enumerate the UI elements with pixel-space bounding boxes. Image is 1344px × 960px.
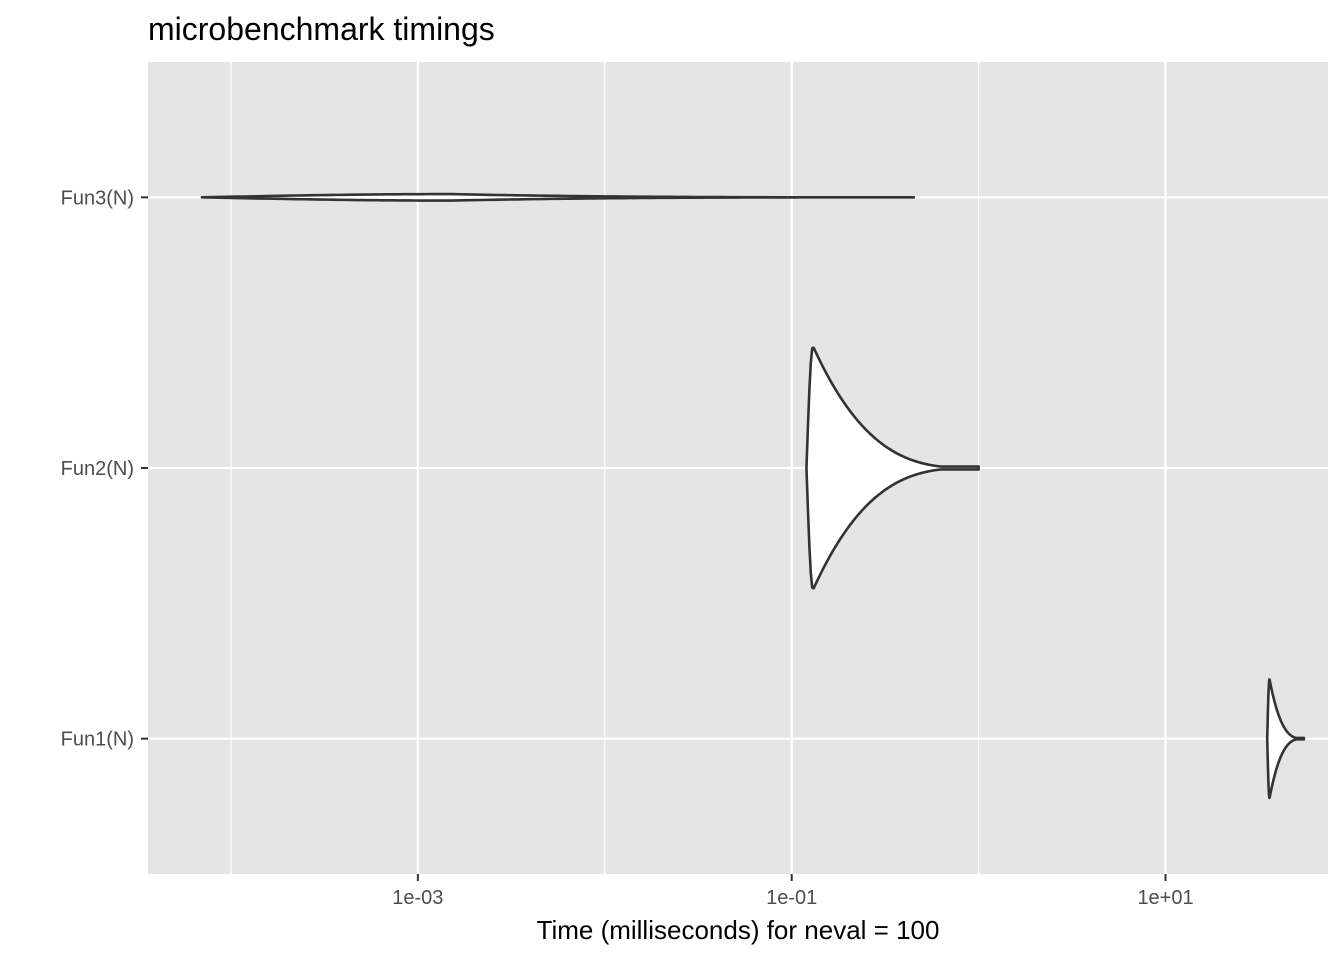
y-tick-label: Fun2(N) (61, 458, 134, 480)
x-axis-title: Time (milliseconds) for neval = 100 (537, 915, 940, 945)
x-axis: 1e-03 1e-01 1e+01 (392, 874, 1194, 909)
chart-title: microbenchmark timings (148, 11, 495, 47)
x-tick-label: 1e+01 (1137, 887, 1193, 909)
violin-fun3n (200, 192, 916, 202)
x-tick-label: 1e-03 (392, 887, 443, 909)
y-tick-label: Fun3(N) (61, 187, 134, 209)
violin-fun2n (805, 346, 980, 590)
x-tick-label: 1e-01 (766, 887, 817, 909)
y-axis: Fun3(N) Fun2(N) Fun1(N) (61, 187, 148, 751)
violins (200, 192, 1306, 800)
y-tick-label: Fun1(N) (61, 729, 134, 751)
violin-fun1n (1265, 678, 1306, 800)
